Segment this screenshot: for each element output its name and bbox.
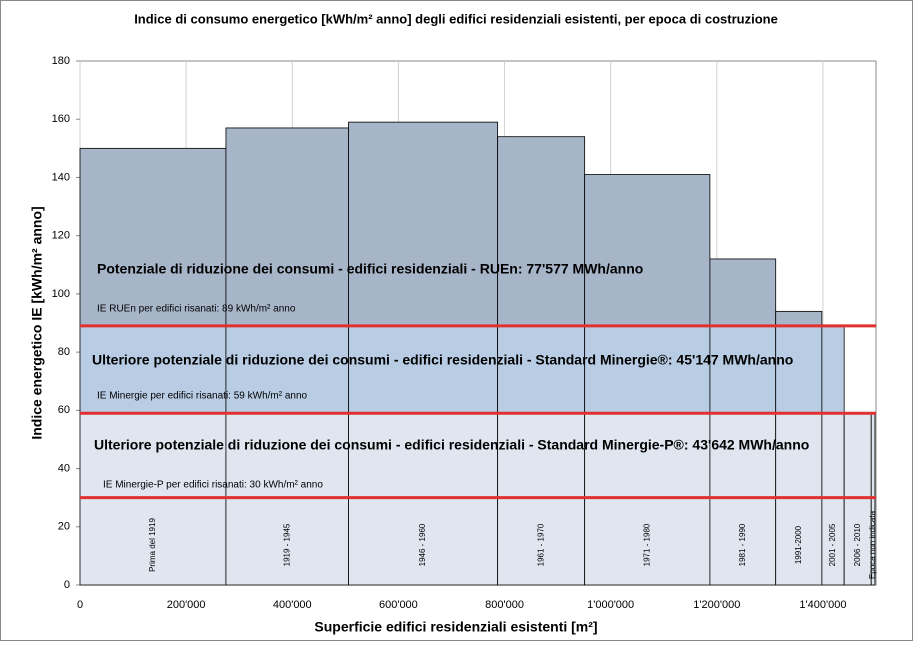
category-label: 1991-2000 — [794, 525, 803, 564]
x-tick-label: 1'000'000 — [587, 599, 634, 611]
x-tick-label: 400'000 — [273, 599, 312, 611]
x-tick-label: 0 — [77, 599, 83, 611]
reference-label: IE Minergie per edifici risanati: 59 kWh… — [97, 391, 308, 402]
reference-label: IE Minergie-P per edifici risanati: 30 k… — [103, 480, 323, 491]
y-tick-label: 160 — [52, 113, 70, 125]
bar-segment — [348, 325, 498, 414]
category-label: Epoca non indicata — [868, 510, 877, 579]
y-tick-label: 120 — [52, 230, 70, 242]
annotation: Potenziale di riduzione dei consumi - ed… — [97, 261, 643, 277]
x-tick-label: 600'000 — [379, 599, 418, 611]
x-axis-label: Superficie edifici residenziali esistent… — [314, 619, 597, 635]
bar-segment — [775, 311, 822, 326]
x-tick-label: 1'400'000 — [799, 599, 846, 611]
y-tick-label: 40 — [58, 462, 70, 474]
y-tick-label: 0 — [64, 579, 70, 591]
category-label: 1961 - 1970 — [536, 523, 545, 566]
bar-segment — [80, 325, 226, 414]
chart-title: Indice di consumo energetico [kWh/m² ann… — [134, 11, 778, 26]
bar-segment — [709, 258, 776, 326]
x-tick-label: 1'200'000 — [693, 599, 740, 611]
category-label: 1919 - 1945 — [282, 523, 291, 566]
bar-segment — [497, 136, 585, 326]
category-label: Prima del 1919 — [148, 518, 157, 572]
category-label: 1971 - 1980 — [642, 523, 651, 566]
bar-segment — [821, 325, 845, 414]
y-tick-label: 180 — [52, 55, 70, 67]
bar-segment — [225, 325, 349, 414]
bar-segment — [709, 325, 776, 414]
category-label: 2006 - 2010 — [853, 523, 862, 566]
x-tick-label: 200'000 — [167, 599, 206, 611]
category-label: 1981 - 1990 — [738, 523, 747, 566]
bar-segment — [775, 325, 822, 414]
y-axis-label: Indice energetico IE [kWh/m² anno] — [29, 206, 45, 439]
reference-label: IE RUEn per edifici risanati: 89 kWh/m² … — [97, 304, 296, 315]
annotation: Ulteriore potenziale di riduzione dei co… — [92, 352, 793, 368]
bar-segment — [80, 148, 226, 326]
bar-segment — [348, 122, 498, 326]
category-label: 1946 - 1960 — [418, 523, 427, 566]
bar-segment — [497, 325, 585, 414]
y-tick-label: 100 — [52, 288, 70, 300]
bar-segment — [584, 174, 710, 326]
bar-segment — [225, 127, 349, 326]
y-tick-label: 140 — [52, 171, 70, 183]
y-tick-label: 20 — [58, 521, 70, 533]
category-label: 2001 - 2005 — [828, 523, 837, 566]
y-tick-label: 60 — [58, 404, 70, 416]
bar-segment — [584, 325, 710, 414]
annotation: Ulteriore potenziale di riduzione dei co… — [94, 437, 809, 453]
x-tick-label: 800'000 — [485, 599, 524, 611]
y-tick-label: 80 — [58, 346, 70, 358]
